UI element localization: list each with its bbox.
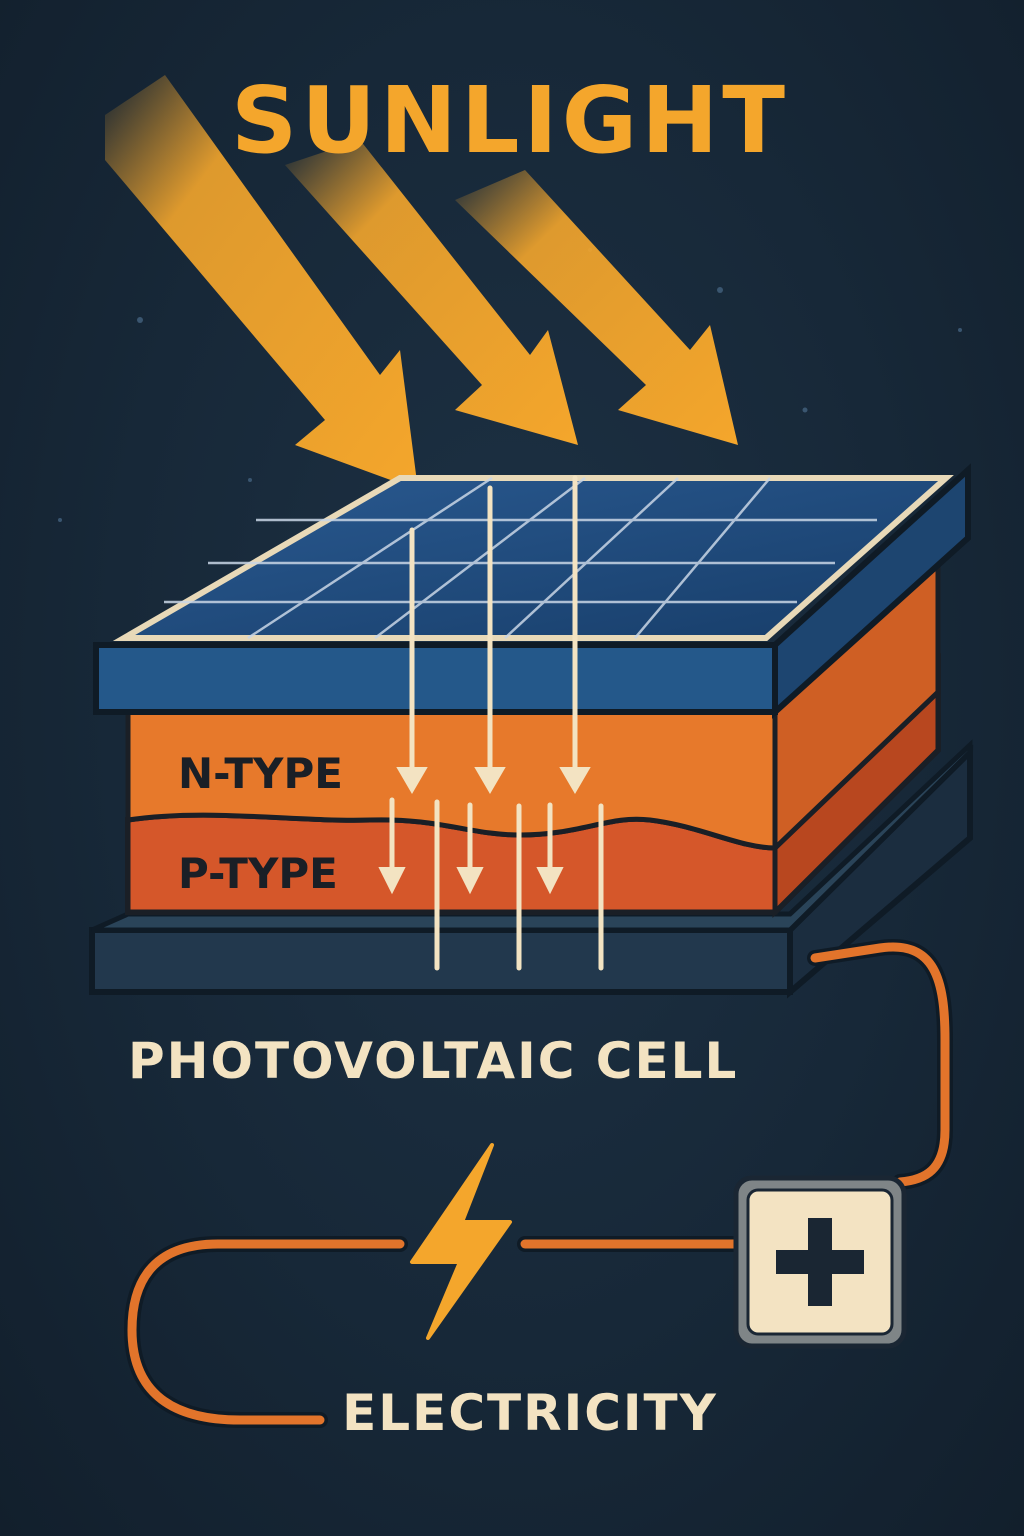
p-type-layer <box>125 652 941 919</box>
p-type-label: P-TYPE <box>178 849 338 898</box>
panel-surface <box>112 475 954 641</box>
solar-panel <box>93 463 971 719</box>
panel-grid <box>164 476 877 640</box>
photovoltaic-cell-label: PHOTOVOLTAIC CELL <box>128 1032 738 1090</box>
base-plate <box>89 739 974 999</box>
sun-ray-arrow-1 <box>105 75 418 490</box>
sun-ray-arrow-3 <box>455 170 738 445</box>
n-type-layer <box>125 559 941 854</box>
sun-ray-arrow-2 <box>285 140 578 445</box>
photon-arrows <box>378 475 604 971</box>
sun-rays <box>105 75 738 490</box>
circuit-wire <box>123 939 953 1428</box>
n-type-label: N-TYPE <box>178 749 343 798</box>
battery-plus-icon <box>733 1175 907 1349</box>
electricity-label: ELECTRICITY <box>342 1384 718 1442</box>
lightning-bolt-icon <box>410 1143 512 1340</box>
